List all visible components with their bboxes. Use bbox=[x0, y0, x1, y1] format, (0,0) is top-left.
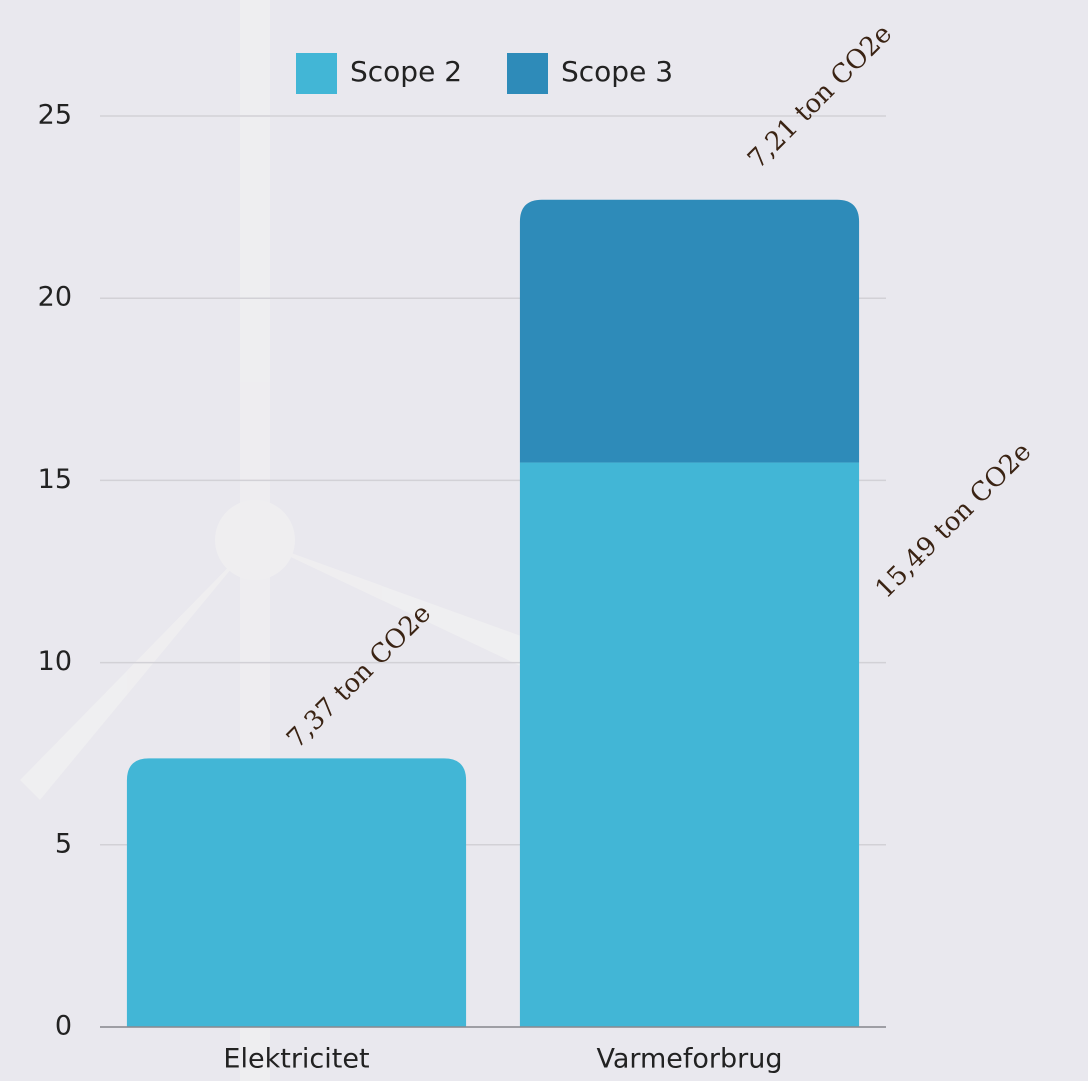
bar-segment bbox=[519, 199, 860, 463]
y-tick-label: 15 bbox=[38, 464, 72, 495]
background-turbine bbox=[20, 0, 560, 1081]
y-tick-label: 20 bbox=[38, 282, 72, 313]
x-tick-label: Elektricitet bbox=[223, 1044, 369, 1075]
value-label: 15,49 ton CO2e bbox=[870, 437, 1038, 605]
legend-swatch bbox=[507, 53, 548, 94]
bar-segment bbox=[126, 758, 467, 1027]
legend-swatch bbox=[296, 53, 337, 94]
legend-label: Scope 2 bbox=[350, 55, 462, 88]
y-tick-label: 0 bbox=[55, 1011, 72, 1042]
value-label: 7,37 ton CO2e bbox=[281, 598, 437, 754]
y-tick-label: 25 bbox=[38, 100, 72, 131]
y-tick-label: 5 bbox=[55, 828, 72, 859]
bar-segment bbox=[519, 462, 860, 1027]
x-tick-label: Varmeforbrug bbox=[596, 1044, 782, 1075]
legend-label: Scope 3 bbox=[561, 55, 673, 88]
value-label: 7,21 ton CO2e bbox=[742, 19, 898, 175]
y-tick-label: 10 bbox=[38, 646, 72, 677]
